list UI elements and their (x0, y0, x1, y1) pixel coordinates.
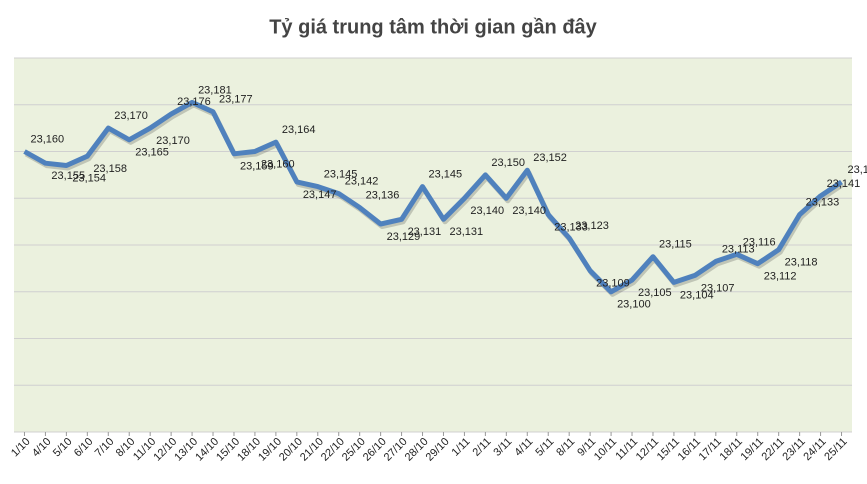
x-tick-label: 18/11 (718, 436, 745, 463)
data-label: 23,170 (156, 135, 190, 147)
data-label: 23,140 (470, 205, 504, 217)
data-label: 23,158 (93, 163, 127, 175)
x-tick-label: 8/11 (554, 436, 577, 459)
line (23, 99, 843, 295)
x-tick-label: 11/11 (613, 436, 640, 463)
data-label: 23,145 (324, 168, 358, 180)
x-tick-label: 19/11 (739, 436, 766, 463)
data-label: 23,159 (240, 161, 274, 173)
data-label: 23,160 (30, 133, 64, 145)
data-label: 23,133 (806, 197, 840, 209)
data-label: 23,170 (114, 110, 148, 122)
x-tick-label: 27/10 (382, 436, 410, 464)
data-label: 23,147 (848, 164, 867, 176)
x-tick-label: 21/10 (298, 436, 326, 464)
data-label: 23,165 (135, 147, 169, 159)
data-label: 23,109 (596, 278, 630, 290)
x-tick-label: 12/10 (151, 436, 179, 464)
x-tick-label: 20/10 (277, 436, 305, 464)
x-tick-label: 5/10 (51, 436, 75, 460)
data-label: 23,113 (722, 243, 755, 255)
x-tick-label: 15/10 (214, 436, 242, 464)
x-tick-label: 25/11 (822, 436, 849, 463)
x-tick-label: 3/11 (491, 436, 514, 459)
data-label: 23,150 (491, 157, 525, 169)
data-label: 23,181 (198, 84, 232, 96)
x-tick-label: 22/11 (759, 436, 786, 463)
x-tick-label: 10/11 (592, 436, 619, 463)
data-label: 23,155 (51, 170, 85, 182)
data-label: 23,112 (764, 271, 797, 283)
chart-title: Tỷ giá trung tâm thời gian gần đây (269, 16, 597, 38)
data-label: 23,152 (533, 152, 567, 164)
data-label: 23,100 (617, 299, 651, 311)
x-tick-label: 23/11 (780, 436, 807, 463)
x-tick-label: 14/10 (193, 436, 221, 464)
data-label: 23,164 (282, 124, 316, 136)
x-tick-label: 4/11 (512, 436, 535, 459)
x-tick-label: 1/11 (450, 436, 473, 459)
x-tick-label: 28/10 (403, 436, 431, 464)
x-tick-label: 15/11 (655, 436, 682, 463)
data-label: 23,116 (743, 236, 776, 248)
data-label: 23,147 (303, 189, 337, 201)
data-label: 23,142 (345, 175, 379, 187)
data-label: 23,136 (366, 190, 400, 202)
data-label: 23,133 (554, 222, 588, 234)
data-label: 23,131 (449, 226, 483, 238)
x-tick-label: 13/10 (172, 436, 200, 464)
data-label: 23,118 (785, 257, 818, 269)
data-label: 23,104 (680, 289, 714, 301)
x-tick-label: 17/11 (697, 436, 724, 463)
data-label: 23,176 (177, 96, 211, 108)
x-tick-label: 2/11 (471, 436, 494, 459)
data-label: 23,115 (659, 239, 692, 251)
x-tick-label: 7/10 (93, 436, 117, 460)
x-tick-label: 25/10 (340, 436, 368, 464)
x-tick-label: 18/10 (235, 436, 263, 464)
x-tick-label: 12/11 (634, 436, 661, 463)
data-label: 23,154 (72, 172, 106, 184)
x-tick-label: 29/10 (424, 436, 452, 464)
data-label: 23,105 (638, 287, 672, 299)
x-tick-label: 26/10 (361, 436, 389, 464)
x-tick-label: 1/10 (9, 436, 33, 460)
data-label: 23,123 (575, 220, 609, 232)
x-tick-label: 5/11 (533, 436, 556, 459)
data-label: 23,177 (219, 94, 253, 106)
data-label: 23,141 (827, 178, 861, 190)
x-tick-label: 4/10 (30, 436, 54, 460)
x-tick-label: 22/10 (319, 436, 347, 464)
data-label: 23,107 (701, 282, 735, 294)
x-tick-label: 19/10 (256, 436, 284, 464)
data-label: 23,140 (512, 205, 546, 217)
x-tick-label: 6/10 (72, 436, 96, 460)
data-label: 23,145 (429, 168, 463, 180)
data-label: 23,129 (387, 231, 421, 243)
data-label: 23,160 (261, 158, 295, 170)
data-label: 23,131 (408, 226, 442, 238)
x-tick-label: 16/11 (676, 436, 703, 463)
x-tick-label: 24/11 (801, 436, 828, 463)
